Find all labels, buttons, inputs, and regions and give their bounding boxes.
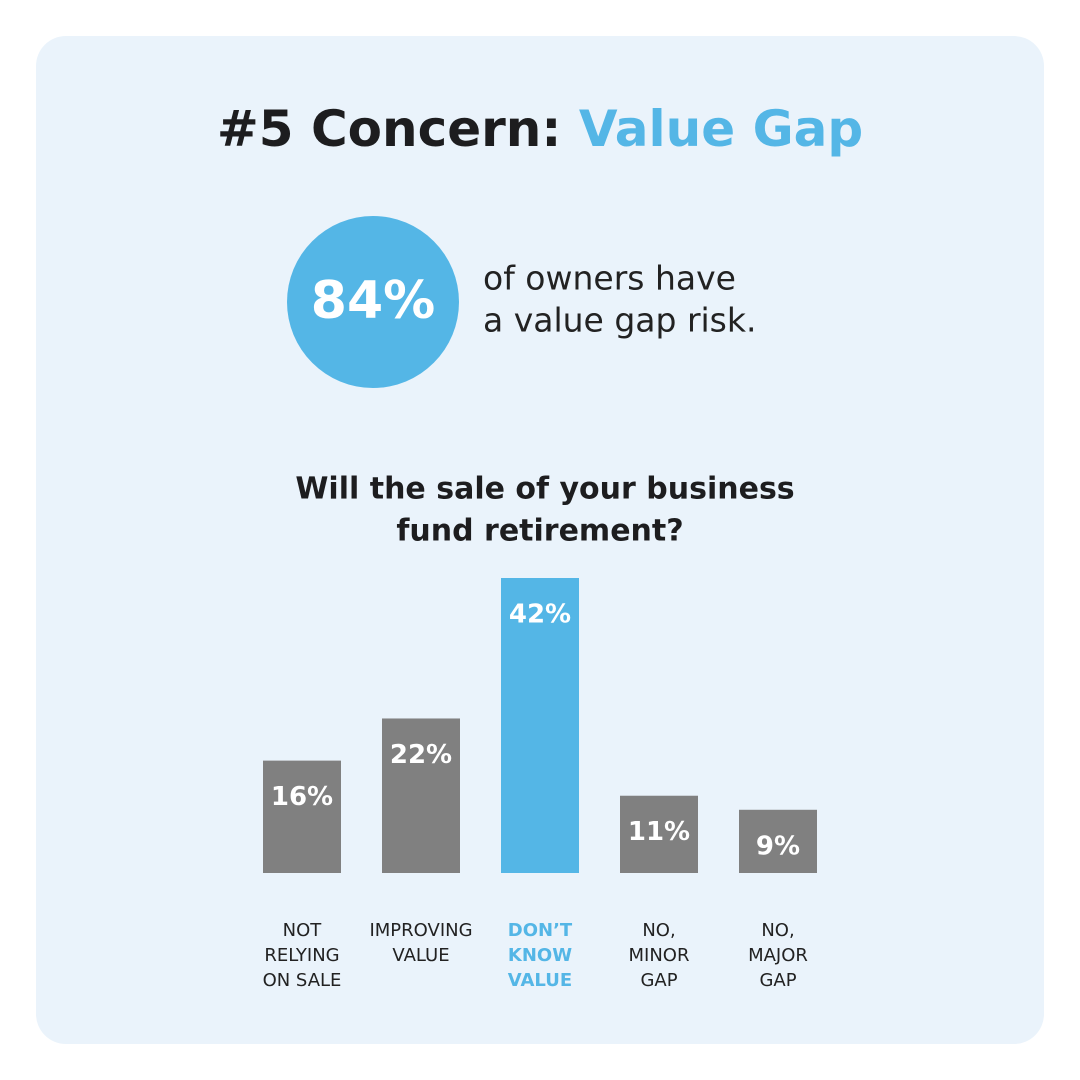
headline-prefix: #5 Concern:: [217, 100, 562, 158]
category-label: NOT: [283, 920, 323, 941]
category-label: MINOR: [629, 945, 690, 966]
stat-circle: [287, 216, 459, 388]
bar: [620, 795, 698, 873]
value-label: 42%: [509, 600, 571, 630]
category-label: VALUE: [392, 945, 449, 966]
category-label: KNOW: [508, 945, 572, 966]
category-label: NO,: [642, 920, 675, 941]
bar: [263, 760, 341, 873]
value-label: 16%: [271, 782, 333, 812]
headline: #5 Concern: Value Gap: [217, 100, 863, 158]
stat-text: of owners have: [483, 259, 736, 298]
category-label: VALUE: [508, 970, 572, 991]
chart-title: Will the sale of your business: [295, 472, 794, 507]
category-label: DON’T: [508, 920, 573, 941]
stat-text: a value gap risk.: [483, 301, 756, 340]
stat-value: 84%: [311, 271, 435, 331]
category-label: IMPROVING: [369, 920, 472, 941]
category-label: MAJOR: [748, 945, 808, 966]
category-label: ON SALE: [263, 970, 342, 991]
headline-highlight: Value Gap: [579, 100, 863, 158]
value-label: 9%: [756, 831, 800, 861]
value-label: 11%: [628, 817, 690, 847]
bar: [739, 809, 817, 873]
category-label: GAP: [640, 970, 677, 991]
bar: [501, 578, 579, 873]
value-label: 22%: [390, 740, 452, 770]
chart-title: fund retirement?: [396, 514, 683, 549]
category-label: RELYING: [264, 945, 339, 966]
bar: [382, 718, 460, 873]
category-label: GAP: [759, 970, 796, 991]
category-label: NO,: [761, 920, 794, 941]
